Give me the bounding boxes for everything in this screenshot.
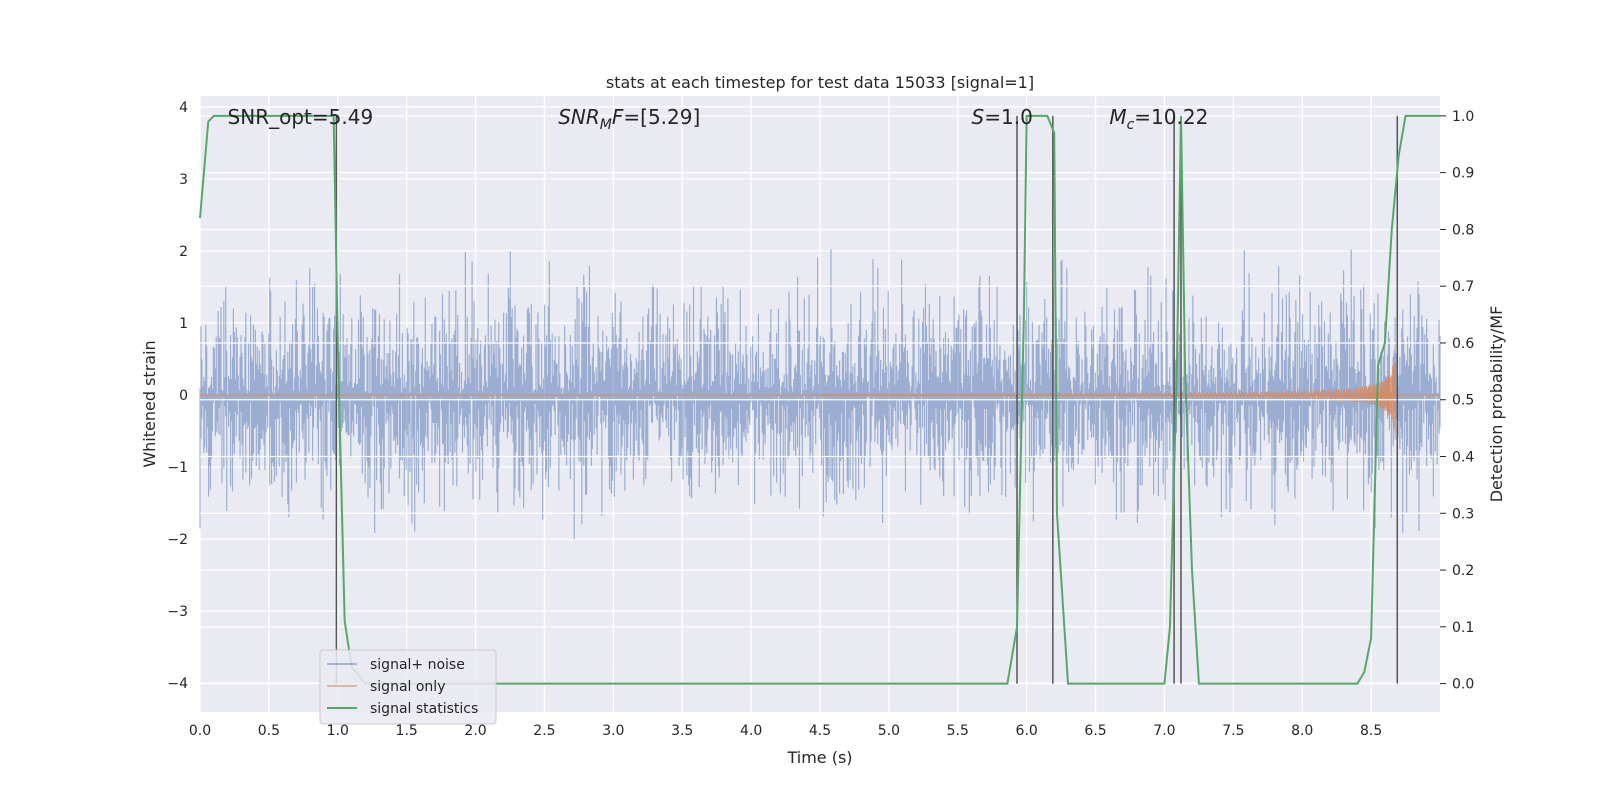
x-tick-label: 3.0 (602, 723, 624, 739)
x-tick-label: 2.5 (533, 723, 555, 739)
y-right-tick-label: 0.5 (1452, 393, 1474, 409)
annotation-3: Mc=10.22 (1109, 105, 1208, 133)
y-tick-label: −3 (167, 604, 188, 620)
x-tick-label: 7.0 (1153, 723, 1175, 739)
x-tick-label: 1.0 (327, 723, 349, 739)
y-right-tick-label: 0.7 (1452, 279, 1474, 295)
annotation-1: SNRMF=[5.29] (558, 105, 700, 133)
y-tick-label: −4 (167, 676, 188, 692)
x-tick-label: 2.0 (464, 723, 486, 739)
legend-label-noise: signal+ noise (370, 657, 465, 673)
y-right-axis-ticks: 1.0 0.9 0.8 0.7 0.6 0.5 0.4 0.3 0.2 0.1 0.0 (1440, 109, 1474, 693)
y-tick-label: 2 (179, 244, 188, 260)
y-right-tick-label: 0.2 (1452, 563, 1474, 579)
x-tick-label: 5.5 (947, 723, 969, 739)
x-tick-label: 8.5 (1360, 723, 1382, 739)
x-tick-label: 4.0 (740, 723, 762, 739)
x-tick-label: 7.5 (1222, 723, 1244, 739)
x-tick-label: 3.5 (671, 723, 693, 739)
x-tick-label: 1.5 (396, 723, 418, 739)
y-tick-label: 1 (179, 316, 188, 332)
y-tick-label: 0 (179, 388, 188, 404)
x-tick-label: 4.5 (809, 723, 831, 739)
y-right-tick-label: 1.0 (1452, 109, 1474, 125)
y-right-tick-label: 0.6 (1452, 336, 1474, 352)
y-right-tick-label: 0.8 (1452, 222, 1474, 238)
x-tick-label: 0.0 (189, 723, 211, 739)
y-tick-label: −2 (167, 532, 188, 548)
annotation-0: SNR_opt=5.49 (228, 105, 374, 129)
legend: signal+ noise signal only signal statist… (319, 649, 497, 725)
y-right-tick-label: 0.9 (1452, 166, 1474, 182)
y-axis-ticks: 4 3 2 1 0 −1 −2 −3 −4 (167, 100, 188, 692)
x-tick-label: 0.5 (258, 723, 280, 739)
chart-title: stats at each timestep for test data 150… (606, 73, 1034, 92)
y-tick-label: 4 (179, 100, 188, 116)
y-tick-label: −1 (167, 460, 188, 476)
annotation-2: S=1.0 (972, 105, 1033, 129)
x-axis-label: Time (s) (786, 748, 852, 767)
x-tick-label: 5.0 (878, 723, 900, 739)
y-right-tick-label: 0.4 (1452, 450, 1474, 466)
y-right-tick-label: 0.3 (1452, 506, 1474, 522)
legend-box (319, 649, 497, 725)
y-right-axis-label: Detection probability/MF (1487, 306, 1506, 503)
signal-only-series (819, 363, 1397, 433)
x-tick-label: 6.0 (1016, 723, 1038, 739)
signal-statistics-series (199, 114, 1440, 685)
x-axis-ticks: 0.0 0.5 1.0 1.5 2.0 2.5 3.0 3.5 4.0 4.5 5.0 5.5 6.0 6… (189, 723, 1382, 739)
legend-label-signal: signal only (370, 679, 445, 695)
annotations: SNR_opt=5.49 SNRMF=[5.29] S=1.0 Mc=10.22 (228, 105, 1209, 133)
y-tick-label: 3 (179, 172, 188, 188)
legend-label-statistics: signal statistics (370, 701, 478, 717)
y-axis-label: Whitened strain (140, 340, 159, 467)
y-right-tick-label: 0.1 (1452, 620, 1474, 636)
x-tick-label: 6.5 (1084, 723, 1106, 739)
detection-markers (335, 115, 1399, 684)
y-right-tick-label: 0.0 (1452, 677, 1474, 693)
x-tick-label: 8.0 (1291, 723, 1313, 739)
